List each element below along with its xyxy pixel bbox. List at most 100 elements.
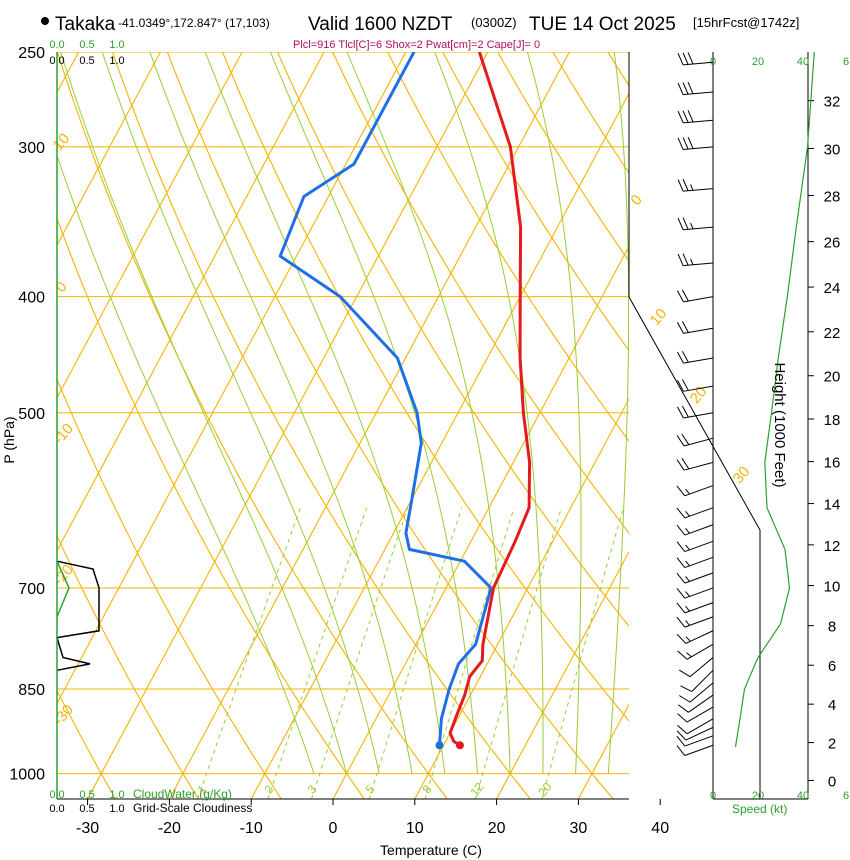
wind-barb-flag: [677, 724, 688, 735]
wind-barb: [676, 587, 714, 599]
mixing-ratio-line: [267, 507, 368, 799]
wind-barb: [676, 289, 714, 303]
surface-dewpoint-dot: [435, 741, 444, 750]
wind-barb-flag: [681, 321, 689, 333]
cloudiness-scale-top: 0.5: [79, 55, 94, 67]
isotherm-label: 0: [52, 278, 70, 295]
isotherm-label: 10: [647, 305, 671, 329]
mixing-ratio-label: 3: [304, 782, 319, 796]
isotherm-line: [577, 703, 629, 799]
station-coords: -41.0349°,172.847° (17,103): [118, 16, 270, 30]
wind-barb: [676, 735, 714, 747]
wind-barb-shaft: [685, 630, 714, 644]
wind-barb-flag: [682, 253, 689, 266]
speed-scale-bottom: 0: [710, 790, 716, 802]
height-tick-label: 8: [828, 619, 836, 636]
wind-barb-flag: [676, 459, 685, 471]
cloudwater-line: [56, 560, 70, 618]
moist-adiabat: [60, 52, 348, 774]
wind-barb-shaft: [689, 657, 714, 678]
wind-barb-flag: [682, 178, 689, 191]
background-grid: [57, 52, 850, 799]
height-tick-label: 22: [824, 325, 841, 342]
mixing-ratio-line: [197, 507, 301, 799]
wind-barb-shaft: [691, 669, 714, 692]
wind-barb-flag: [676, 485, 686, 497]
isotherm-line: [414, 397, 629, 799]
isotherm-line: [87, 52, 489, 799]
moist-adiabat: [434, 52, 544, 774]
wind-barb-shaft: [684, 540, 714, 553]
pressure-tick-label: 300: [18, 140, 45, 157]
wind-barb-flag: [678, 669, 691, 678]
height-tick-label: 0: [828, 773, 836, 790]
wind-barb: [677, 136, 714, 151]
wind-barb-shaft: [686, 718, 714, 735]
wind-barb-flag: [676, 541, 686, 552]
dewpoint-line: [278, 52, 493, 746]
temp-tick-label: 0: [329, 820, 338, 837]
temp-tick-label: 40: [651, 820, 669, 837]
wind-barb: [676, 485, 714, 497]
isotherm-line: [332, 245, 629, 799]
cloudwater-scale-top: 1.0: [109, 39, 124, 51]
wind-barb-shaft: [685, 726, 714, 741]
moist-adiabat: [269, 52, 478, 774]
wind-barb-flag: [677, 137, 684, 150]
wind-barb-flag: [681, 379, 689, 391]
cloudiness-scale-bottom: 0.0: [49, 803, 64, 815]
height-tick-label: 6: [828, 658, 836, 675]
wind-barb: [676, 507, 714, 519]
temperature-line: [448, 52, 532, 747]
wind-barb-flag: [676, 602, 686, 614]
wind-barb: [676, 556, 714, 569]
isotherm-line: [660, 52, 850, 799]
wind-barb-flag: [676, 616, 686, 628]
isotherm-label: -30: [50, 701, 77, 729]
wind-barb-shaft: [688, 694, 714, 713]
wind-barb-flag: [680, 685, 693, 692]
speed-scale-top: 0: [710, 56, 716, 68]
wind-barb-flag: [681, 458, 690, 470]
panel-boundary: [628, 52, 761, 799]
height-tick-label: 12: [824, 538, 841, 555]
pressure-tick-label: 850: [18, 682, 45, 699]
pressure-tick-label: 500: [18, 406, 45, 423]
dry-adiabat: [442, 52, 629, 352]
height-tick-label: 14: [824, 497, 841, 514]
wind-barb: [677, 52, 714, 66]
wind-barb: [678, 682, 714, 703]
dry-adiabat: [332, 52, 629, 534]
wind-barb-flag: [676, 730, 687, 741]
wind-barb-half-flag: [685, 636, 691, 642]
wind-barb: [676, 602, 714, 614]
height-tick-label: 4: [828, 697, 836, 714]
wind-barb-half-flag: [685, 576, 690, 582]
wind-barb: [677, 253, 714, 267]
isotherm-line: [57, 52, 243, 400]
cloudwater-scale-bottom: 0.5: [79, 789, 94, 801]
wind-barb-shaft: [686, 706, 714, 723]
wind-barb: [677, 110, 714, 124]
forecast-date: TUE 14 Oct 2025: [529, 14, 676, 35]
wind-barb: [676, 540, 714, 553]
wind-barb-flag: [681, 289, 689, 302]
wind-barb: [676, 524, 714, 536]
moist-adiabat: [346, 52, 511, 774]
temp-tick-label: -10: [240, 820, 263, 837]
isotherm-line: [57, 52, 325, 552]
wind-barb-flag: [676, 557, 686, 568]
wind-barb-flag: [681, 433, 690, 445]
wind-speed-line: [734, 51, 815, 747]
mixing-ratio-line: [424, 507, 515, 799]
mixing-ratio-label: 12: [467, 780, 487, 799]
height-tick-label: 20: [824, 369, 841, 386]
isotherm-label: 10: [50, 130, 74, 154]
wind-barb-flag: [687, 110, 694, 123]
wind-barb-flag: [676, 351, 684, 364]
isotherm-line: [57, 52, 407, 705]
wind-barb-flag: [677, 217, 684, 230]
wind-barb-flag: [682, 52, 689, 65]
